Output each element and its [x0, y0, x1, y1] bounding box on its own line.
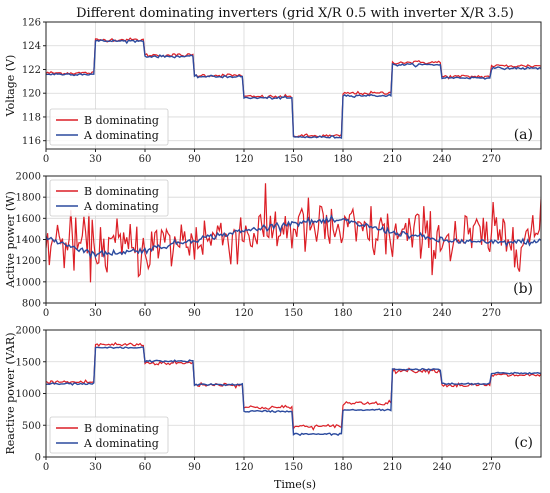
x-tick-label: 240 — [432, 462, 451, 473]
legend-label: A dominating — [83, 129, 159, 142]
x-tick-label: 90 — [188, 308, 201, 319]
figure-title: Different dominating inverters (grid X/R… — [76, 6, 514, 21]
x-tick-label: 120 — [234, 462, 253, 473]
y-tick-label: 1500 — [16, 357, 41, 368]
x-tick-label: 0 — [43, 308, 49, 319]
series-line-a-dominating — [46, 214, 541, 260]
x-tick-label: 210 — [383, 308, 402, 319]
panel-a: 0 30 60 90 120 150 180 210 240 270 116 118 120 122 124… — [4, 18, 542, 165]
panel-b: 0 30 60 90 120 150 180 210 240 270 800 1000 1200 1400… — [4, 172, 542, 319]
legend-label: B dominating — [84, 114, 159, 127]
x-tick-label: 0 — [43, 462, 49, 473]
legend-box — [49, 108, 169, 146]
y-axis-label: Reactive power (VAR) — [4, 332, 17, 454]
x-tick-label: 210 — [383, 462, 402, 473]
x-tick-label: 150 — [284, 462, 303, 473]
legend-box — [49, 179, 169, 217]
x-tick-label: 60 — [139, 308, 152, 319]
y-tick-label: 118 — [22, 112, 41, 123]
y-tick-label: 1000 — [16, 389, 41, 400]
x-tick-label: 210 — [383, 154, 402, 165]
panel-tag: (c) — [514, 435, 533, 451]
x-tick-label: 180 — [333, 154, 352, 165]
x-tick-label: 240 — [432, 308, 451, 319]
x-tick-label: 30 — [89, 154, 102, 165]
x-tick-label: 180 — [333, 308, 352, 319]
y-tick-label: 800 — [22, 299, 41, 310]
y-tick-label: 124 — [22, 41, 41, 52]
y-tick-label: 1400 — [16, 235, 41, 246]
series-line-b-dominating — [46, 183, 541, 283]
x-tick-label: 120 — [234, 308, 253, 319]
x-tick-label: 270 — [482, 462, 501, 473]
x-tick-label: 240 — [432, 154, 451, 165]
y-tick-label: 122 — [22, 65, 41, 76]
x-tick-label: 90 — [188, 462, 201, 473]
x-tick-label: 0 — [43, 154, 49, 165]
y-tick-label: 2000 — [16, 172, 41, 183]
y-tick-label: 1800 — [16, 193, 41, 204]
legend-label: A dominating — [83, 200, 159, 213]
legend-label: B dominating — [84, 185, 159, 198]
y-tick-label: 500 — [22, 421, 41, 432]
panel-c: 0 30 60 90 120 150 180 210 240 270 0 500 1000 1500 200… — [4, 326, 542, 473]
y-tick-label: 1000 — [16, 277, 41, 288]
x-tick-label: 90 — [188, 154, 201, 165]
x-tick-label: 60 — [139, 462, 152, 473]
y-axis-label: Active power (W) — [4, 191, 17, 289]
x-tick-label: 30 — [89, 308, 102, 319]
series-line-a-dominating — [46, 346, 541, 437]
y-tick-label: 116 — [22, 136, 41, 147]
y-tick-label: 0 — [35, 453, 41, 464]
legend-label: A dominating — [83, 437, 159, 450]
x-tick-label: 30 — [89, 462, 102, 473]
x-tick-label: 270 — [482, 308, 501, 319]
x-tick-label: 180 — [333, 462, 352, 473]
series-line-a-dominating — [46, 39, 541, 139]
y-tick-label: 1200 — [16, 256, 41, 267]
x-tick-label: 120 — [234, 154, 253, 165]
y-tick-label: 126 — [22, 18, 41, 29]
y-tick-label: 1600 — [16, 214, 41, 225]
y-tick-label: 2000 — [16, 326, 41, 337]
x-tick-label: 60 — [139, 154, 152, 165]
panel-tag: (b) — [513, 281, 533, 297]
x-tick-label: 150 — [284, 308, 303, 319]
legend-box — [49, 416, 169, 454]
legend-label: B dominating — [84, 422, 159, 435]
x-tick-label: 150 — [284, 154, 303, 165]
y-axis-label: Voltage (V) — [4, 55, 17, 118]
panel-tag: (a) — [514, 127, 533, 143]
y-tick-label: 120 — [22, 89, 41, 100]
x-axis-label: Time(s) — [274, 478, 316, 491]
x-tick-label: 270 — [482, 154, 501, 165]
